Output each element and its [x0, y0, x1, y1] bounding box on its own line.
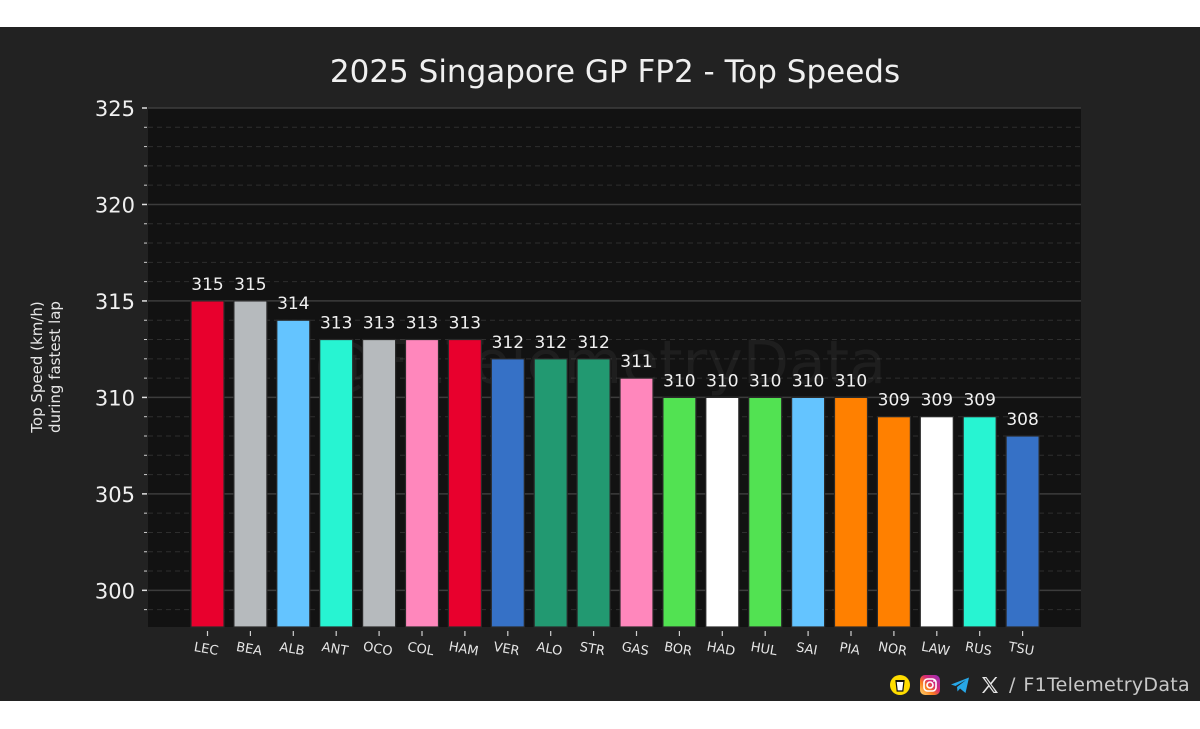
x-tick-label: BEA	[235, 640, 263, 659]
bar-rus	[962, 416, 997, 628]
y-tick-label: 325	[95, 97, 135, 121]
y-tick-label: 310	[95, 386, 135, 410]
footer-handle[interactable]: F1TelemetryData	[1023, 674, 1190, 696]
data-label: 308	[1006, 410, 1038, 430]
bar-chart: 2025 Singapore GP FP2 - Top Speeds @F1Te…	[28, 54, 1081, 660]
bar-tsu	[1005, 435, 1040, 628]
data-label: 310	[835, 371, 867, 391]
data-label: 309	[921, 391, 953, 411]
x-tick-label: OCO	[362, 640, 394, 660]
x-tick-label: GAS	[620, 640, 649, 659]
data-label: 313	[320, 314, 352, 334]
bar-lec	[190, 300, 225, 628]
bar-sai	[790, 396, 826, 628]
bar-alo	[533, 358, 568, 628]
y-axis-label-line2: during fastest lap	[46, 301, 64, 433]
x-tick-label: NOR	[877, 640, 908, 660]
data-label: 310	[706, 371, 738, 391]
x-tick-label: SAI	[795, 640, 819, 658]
y-tick-label: 305	[95, 483, 135, 507]
data-label: 312	[534, 333, 566, 353]
x-tick-label: COL	[406, 640, 435, 660]
footer-separator: /	[1008, 674, 1016, 696]
x-tick-label: HAM	[447, 640, 479, 660]
bar-bor	[662, 396, 697, 628]
instagram-icon[interactable]	[919, 674, 941, 696]
x-tick-label: HAD	[705, 640, 736, 660]
bar-str	[576, 358, 611, 628]
data-label: 309	[963, 391, 995, 411]
data-label: 313	[449, 314, 481, 334]
telegram-icon[interactable]	[949, 674, 971, 696]
y-axis-label-line1: Top Speed (km/h)	[28, 301, 46, 433]
data-label: 310	[749, 371, 781, 391]
x-tick-label: ALB	[278, 640, 305, 659]
x-tick-label: LEC	[193, 640, 220, 659]
y-axis: 300 305 310 315 320 325	[95, 97, 147, 611]
bar-had	[705, 396, 740, 628]
data-label: 314	[277, 294, 309, 314]
x-tick-label: BOR	[663, 640, 693, 660]
chart-figure: 2025 Singapore GP FP2 - Top Speeds @F1Te…	[0, 27, 1200, 701]
footer-credits: / F1TelemetryData	[889, 672, 1190, 698]
x-tick-label: RUS	[964, 640, 993, 659]
data-label: 315	[234, 275, 266, 295]
bar-gas	[619, 377, 654, 628]
buy-me-a-coffee-icon[interactable]	[889, 674, 911, 696]
data-label: 315	[191, 275, 223, 295]
x-tick-label: HUL	[749, 640, 778, 660]
data-label: 310	[663, 371, 695, 391]
x-axis: LEC BEA ALB ANT OCO COL HAM VER ALO STR GAS BOR HAD H…	[193, 631, 1035, 660]
y-tick-label: 315	[95, 290, 135, 314]
bar-oco	[362, 338, 397, 628]
x-tick-label: LAW	[920, 640, 951, 660]
data-label: 313	[363, 314, 395, 334]
bar-bea	[233, 300, 268, 628]
x-tick-label: ANT	[320, 640, 349, 659]
bar-ant	[319, 338, 354, 628]
x-tick-label: PIA	[838, 640, 861, 658]
y-tick-label: 320	[95, 193, 135, 217]
bars	[190, 300, 1040, 628]
bar-law	[919, 416, 954, 628]
x-icon[interactable]	[979, 674, 1001, 696]
bar-ver	[490, 358, 525, 628]
bar-hul	[748, 396, 783, 628]
data-label: 312	[492, 333, 524, 353]
data-label: 313	[406, 314, 438, 334]
x-tick-label: ALO	[535, 640, 563, 659]
bar-col	[404, 338, 440, 628]
bar-pia	[833, 396, 869, 628]
data-labels: 315 315 314 313 313 313 313 312 312 312 311 310 310 3…	[191, 275, 1039, 430]
x-tick-label: VER	[492, 640, 520, 659]
data-label: 310	[792, 371, 824, 391]
data-label: 309	[878, 391, 910, 411]
chart-title: 2025 Singapore GP FP2 - Top Speeds	[330, 54, 900, 90]
bar-ham	[447, 338, 482, 628]
y-tick-label: 300	[95, 579, 135, 603]
data-label: 312	[577, 333, 609, 353]
x-tick-label: STR	[578, 640, 605, 659]
bar-alb	[276, 319, 311, 628]
x-tick-label: TSU	[1006, 640, 1035, 659]
bar-nor	[876, 416, 912, 628]
data-label: 311	[620, 352, 652, 372]
